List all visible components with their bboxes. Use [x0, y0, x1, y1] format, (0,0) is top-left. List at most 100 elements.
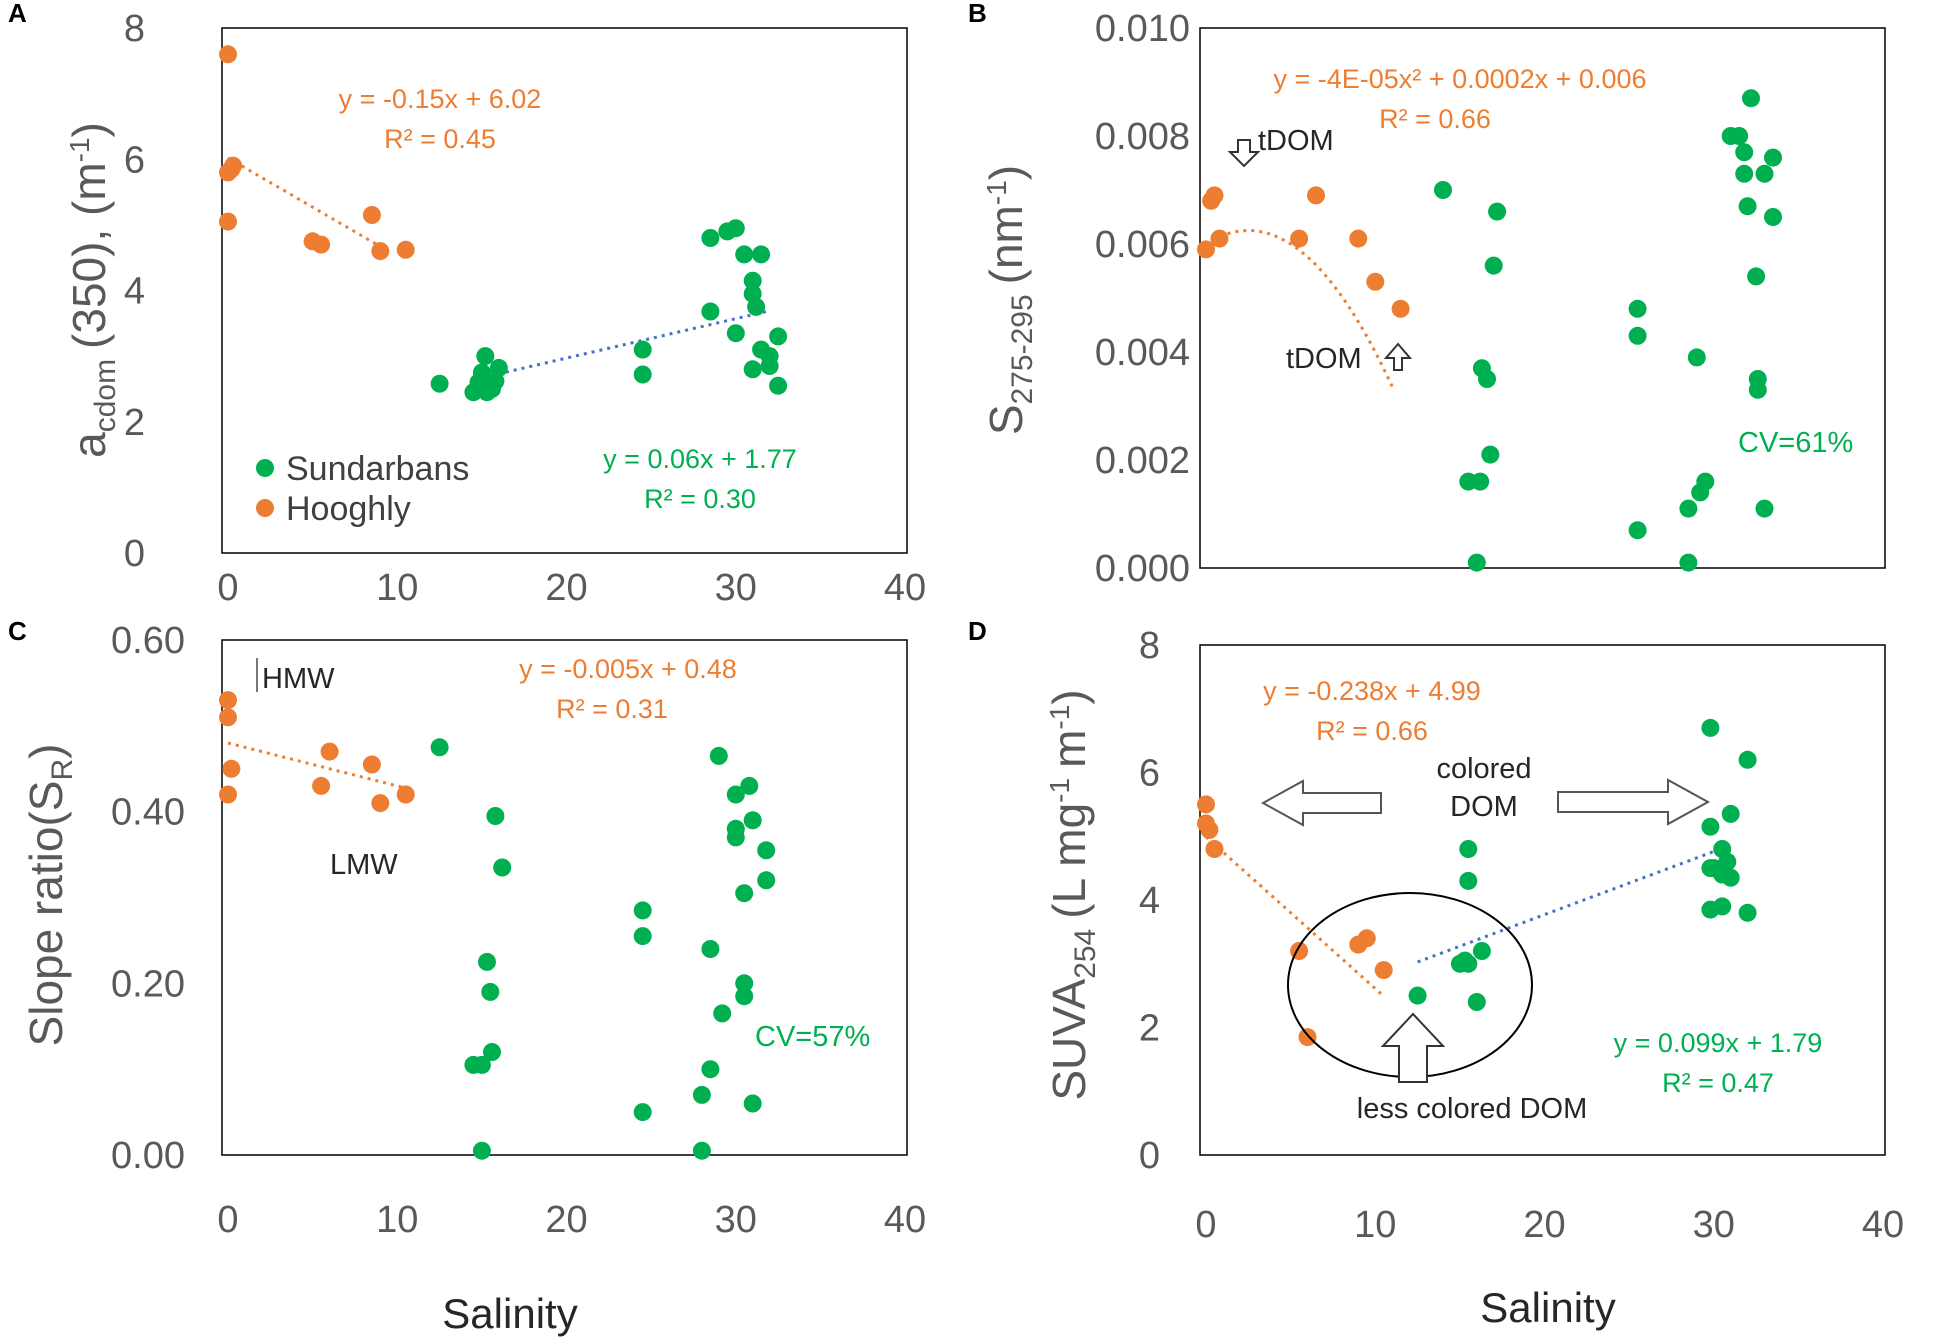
y-tick-label-b: 0.004: [1095, 332, 1190, 374]
point-hooghly-c: [371, 794, 390, 813]
y-tick-label-c: 0.40: [111, 792, 185, 834]
equation-sundarbans-a: y = 0.06x + 1.77: [603, 444, 797, 474]
plot-frame-c: [221, 639, 908, 1156]
point-sundarbans-b: [1488, 202, 1507, 221]
x-tick-label-d: 40: [1862, 1204, 1904, 1246]
point-sundarbans-c: [735, 987, 754, 1006]
x-tick-label-a: 0: [217, 567, 238, 609]
point-sundarbans-c: [743, 811, 762, 830]
point-hooghly-b: [1307, 186, 1325, 205]
point-sundarbans-d: [1701, 817, 1720, 836]
y-tick-label-a: 6: [124, 139, 145, 181]
point-hooghly-b: [1349, 229, 1368, 248]
x-tick-label-d: 20: [1523, 1204, 1565, 1246]
point-sundarbans-b: [1755, 164, 1774, 183]
r2-hooghly-c: R² = 0.31: [556, 694, 668, 724]
point-sundarbans-a: [752, 245, 771, 264]
y-tick-label-a: 0: [124, 533, 145, 575]
point-hooghly-b: [1210, 229, 1229, 248]
point-sundarbans-a: [430, 374, 449, 393]
y-axis-label-a: acdom(350), (m-1): [63, 122, 122, 458]
point-hooghly-d: [1374, 961, 1393, 980]
annotation-tdom-top: tDOM: [1227, 125, 1334, 168]
equation-hooghly-b: y = -4E-05x² + 0.0002x + 0.006: [1274, 64, 1647, 94]
panel-a: A acdom(350), (m-1) 0 2 4 6 8 0 10 20 30 40 Sunda…: [8, 0, 926, 609]
y-axis-label-b: S275-295(nm-1): [980, 165, 1039, 435]
point-sundarbans-a: [489, 358, 508, 377]
point-hooghly-a: [219, 212, 237, 231]
r2-hooghly-d: R² = 0.66: [1316, 716, 1428, 746]
legend-a: Sundarbans Hooghly: [256, 450, 469, 528]
point-sundarbans-b: [1434, 181, 1452, 199]
point-hooghly-d: [1205, 840, 1224, 858]
point-sundarbans-c: [472, 1055, 491, 1074]
x-tick-label-c: 20: [545, 1199, 587, 1241]
x-tick-label-c: 10: [376, 1199, 418, 1241]
point-hooghly-b: [1391, 299, 1410, 318]
point-sundarbans-c: [709, 746, 728, 765]
point-sundarbans-b: [1478, 370, 1496, 388]
panel-d: D SUVA254(L mg-1m-1) 0 2 4 6 8 0 10 20 30 40 Sali…: [968, 616, 1904, 1331]
r2-sundarbans-d: R² = 0.47: [1662, 1068, 1774, 1098]
point-hooghly-c: [396, 785, 415, 804]
point-hooghly-c: [219, 691, 237, 710]
point-sundarbans-b: [1628, 326, 1647, 345]
marks-a: 0 2 4 6 8 0 10 20 30 40: [124, 8, 926, 609]
point-hooghly-a: [219, 45, 237, 64]
point-hooghly-c: [320, 742, 339, 761]
point-sundarbans-a: [472, 363, 491, 382]
point-sundarbans-d: [1459, 840, 1478, 858]
point-sundarbans-d: [1721, 868, 1740, 887]
annotation-text-tdom-top: tDOM: [1258, 125, 1334, 157]
point-sundarbans-d: [1472, 942, 1491, 960]
x-tick-label-d: 30: [1693, 1204, 1735, 1246]
point-hooghly-a: [224, 156, 243, 175]
y-tick-label-b: 0.008: [1095, 116, 1190, 158]
point-hooghly-b: [1197, 240, 1215, 259]
point-sundarbans-a: [633, 365, 652, 384]
point-hooghly-d: [1298, 1028, 1317, 1047]
y-axis-label-c: Slope ratio(SR): [20, 744, 79, 1047]
y-tick-label-c: 0.00: [111, 1135, 185, 1177]
marks-b: 0.000 0.002 0.004 0.006 0.008 0.010: [1095, 8, 1782, 590]
annotation-tdom-bottom: tDOM: [1286, 342, 1413, 375]
point-sundarbans-c: [472, 1141, 491, 1160]
point-sundarbans-d: [1459, 871, 1478, 890]
point-sundarbans-b: [1742, 89, 1760, 108]
annotation-dom: DOM: [1450, 791, 1518, 823]
r2-hooghly-b: R² = 0.66: [1379, 104, 1491, 134]
point-sundarbans-c: [430, 738, 449, 757]
point-sundarbans-d: [1718, 852, 1737, 871]
x-tick-label-d: 0: [1195, 1204, 1216, 1246]
point-hooghly-c: [362, 755, 381, 774]
point-hooghly-d: [1357, 929, 1376, 948]
x-tick-label-a: 20: [545, 567, 587, 609]
equation-sundarbans-d: y = 0.099x + 1.79: [1614, 1028, 1823, 1058]
y-tick-label-d: 4: [1139, 880, 1160, 922]
y-axis-label-d: SUVA254(L mg-1m-1): [1043, 689, 1102, 1100]
point-sundarbans-a: [735, 245, 754, 264]
trendline-hooghly-b: [1205, 228, 1394, 388]
point-hooghly-d: [1197, 795, 1215, 814]
point-sundarbans-a: [743, 360, 762, 379]
annotation-lmw: LMW: [330, 849, 398, 881]
plot-frame-b: [1199, 27, 1886, 569]
y-tick-label-a: 4: [124, 271, 145, 313]
point-hooghly-b: [1290, 229, 1309, 248]
point-sundarbans-c: [757, 841, 776, 860]
marks-c: 0.00 0.20 0.40 0.60 0 10 20 30 40: [111, 620, 926, 1241]
panel-label-b: B: [968, 0, 987, 28]
point-sundarbans-a: [726, 219, 745, 238]
panel-label-a: A: [8, 0, 27, 28]
point-sundarbans-d: [1459, 954, 1478, 973]
point-sundarbans-b: [1687, 348, 1706, 367]
point-hooghly-c: [219, 708, 237, 727]
legend-label-hooghly: Hooghly: [286, 490, 411, 528]
point-sundarbans-c: [483, 1043, 501, 1061]
point-sundarbans-d: [1408, 986, 1427, 1005]
point-sundarbans-a: [760, 357, 779, 375]
y-tick-label-d: 6: [1139, 753, 1160, 795]
point-hooghly-a: [312, 235, 331, 254]
point-sundarbans-c: [633, 927, 652, 946]
y-tick-label-a: 2: [124, 402, 145, 444]
